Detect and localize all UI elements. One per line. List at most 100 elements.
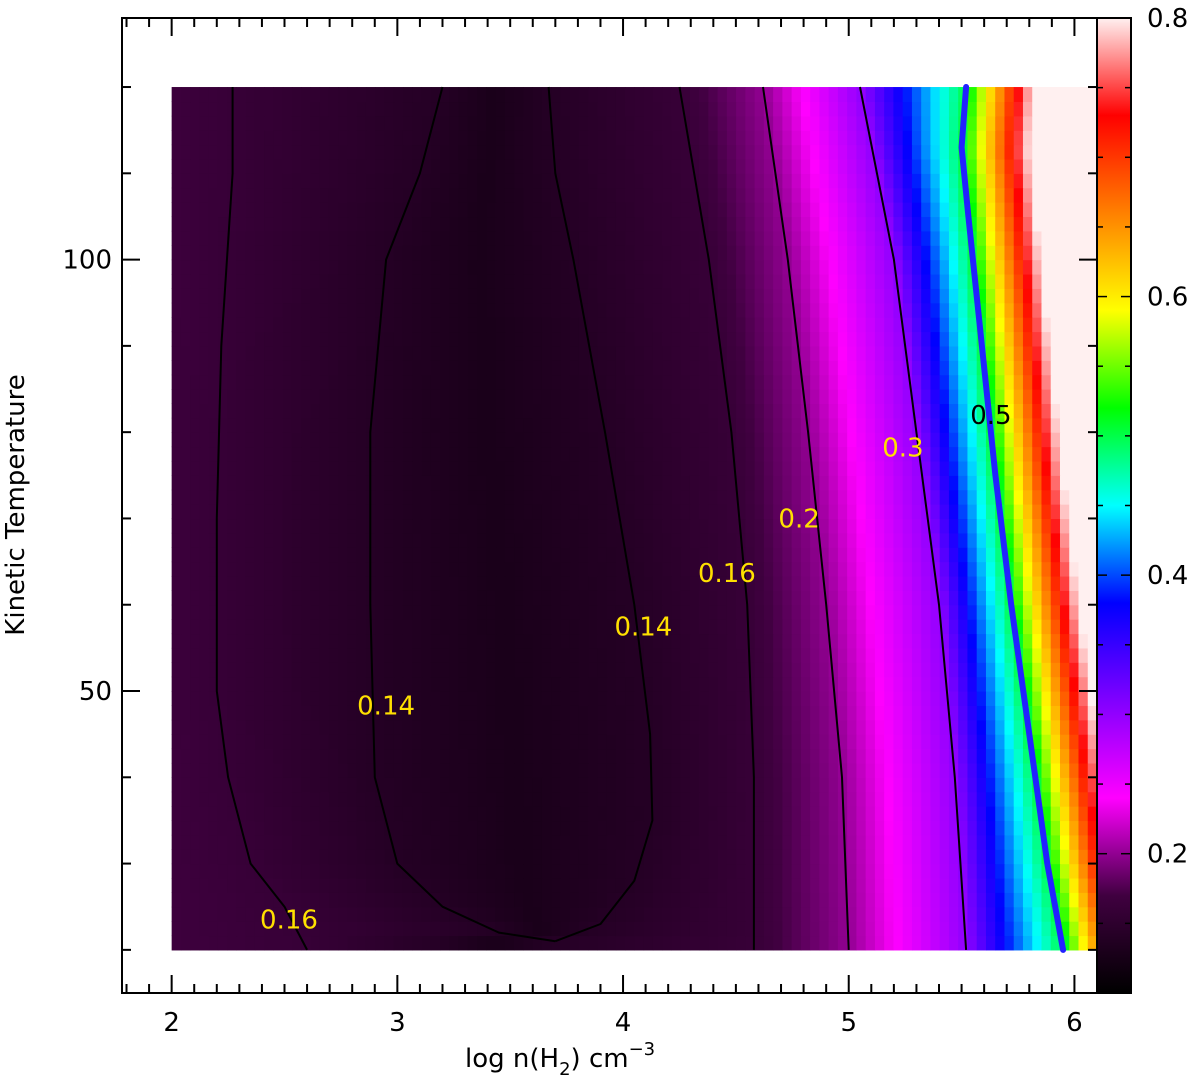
- heatmap-cell: [190, 906, 201, 922]
- heatmap-cell: [597, 619, 608, 635]
- heatmap-cell: [402, 590, 413, 606]
- heatmap-cell: [773, 446, 783, 462]
- heatmap-cell: [976, 619, 987, 635]
- heatmap-cell: [995, 604, 1006, 620]
- heatmap-cell: [662, 245, 672, 261]
- heatmap-cell: [736, 647, 746, 663]
- heatmap-cell: [504, 906, 515, 922]
- heatmap-cell: [782, 762, 793, 778]
- heatmap-cell: [504, 863, 515, 879]
- heatmap-cell: [458, 518, 469, 534]
- heatmap-cell: [328, 662, 339, 678]
- heatmap-cell: [606, 360, 617, 376]
- heatmap-cell: [365, 288, 376, 304]
- heatmap-cell: [569, 806, 580, 822]
- heatmap-cell: [865, 676, 876, 692]
- heatmap-cell: [689, 734, 700, 750]
- heatmap-cell: [708, 791, 719, 807]
- heatmap-cell: [421, 734, 432, 750]
- heatmap-cell: [208, 317, 219, 333]
- heatmap-cell: [911, 762, 922, 778]
- heatmap-cell: [1050, 245, 1061, 261]
- heatmap-cell: [773, 475, 783, 491]
- heatmap-cell: [745, 863, 756, 879]
- heatmap-cell: [291, 877, 302, 893]
- heatmap-cell: [328, 302, 339, 318]
- heatmap-cell: [1069, 604, 1080, 620]
- heatmap-cell: [782, 734, 793, 750]
- heatmap-cell: [726, 820, 737, 836]
- heatmap-cell: [939, 633, 950, 649]
- heatmap-cell: [467, 417, 478, 433]
- heatmap-cell: [467, 389, 478, 404]
- heatmap-cell: [828, 446, 839, 462]
- heatmap-cell: [291, 288, 302, 304]
- heatmap-cell: [504, 791, 515, 807]
- heatmap-cell: [328, 590, 339, 606]
- heatmap-cell: [893, 460, 904, 476]
- heatmap-cell: [588, 863, 598, 879]
- heatmap-cell: [347, 633, 358, 649]
- heatmap-cell: [680, 619, 691, 635]
- heatmap-cell: [551, 777, 561, 793]
- heatmap-cell: [754, 532, 765, 548]
- heatmap-cell: [560, 504, 571, 520]
- heatmap-cell: [440, 432, 450, 448]
- heatmap-cell: [180, 489, 191, 505]
- heatmap-cell: [828, 273, 839, 289]
- heatmap-cell: [236, 504, 247, 520]
- heatmap-cell: [828, 633, 839, 649]
- heatmap-cell: [384, 317, 395, 333]
- heatmap-cell: [782, 633, 793, 649]
- heatmap-cell: [958, 360, 969, 376]
- heatmap-cell: [1059, 777, 1070, 793]
- heatmap-cell: [282, 604, 293, 620]
- heatmap-cell: [486, 906, 497, 922]
- heatmap-cell: [301, 921, 312, 937]
- heatmap-cell: [273, 719, 284, 735]
- heatmap-cell: [791, 288, 802, 304]
- heatmap-cell: [393, 604, 404, 620]
- heatmap-cell: [412, 345, 423, 361]
- heatmap-cell: [652, 892, 663, 908]
- heatmap-cell: [393, 676, 404, 692]
- heatmap-cell: [310, 273, 321, 289]
- heatmap-cell: [532, 389, 543, 404]
- heatmap-cell: [874, 834, 885, 850]
- heatmap-cell: [273, 403, 284, 419]
- heatmap-cell: [856, 633, 867, 649]
- heatmap-cell: [884, 273, 895, 289]
- heatmap-cell: [643, 561, 654, 577]
- heatmap-cell: [495, 691, 506, 706]
- heatmap-cell: [440, 575, 450, 591]
- heatmap-cell: [782, 604, 793, 620]
- heatmap-cell: [606, 705, 617, 721]
- heatmap-cell: [726, 389, 737, 404]
- heatmap-cell: [402, 691, 413, 706]
- heatmap-cell: [477, 374, 487, 390]
- heatmap-cell: [726, 403, 737, 419]
- heatmap-cell: [458, 705, 469, 721]
- heatmap-cell: [319, 532, 330, 548]
- heatmap-cell: [1069, 921, 1080, 937]
- heatmap-cell: [421, 604, 432, 620]
- heatmap-cell: [810, 547, 820, 563]
- heatmap-cell: [763, 273, 774, 289]
- heatmap-cell: [1069, 575, 1080, 591]
- heatmap-cell: [578, 633, 589, 649]
- heatmap-cell: [412, 633, 423, 649]
- heatmap-cell: [1032, 705, 1043, 721]
- heatmap-cell: [402, 604, 413, 620]
- heatmap-cell: [939, 691, 950, 706]
- heatmap-cell: [245, 662, 256, 678]
- heatmap-cell: [754, 777, 765, 793]
- heatmap-cell: [190, 547, 201, 563]
- heatmap-cell: [893, 302, 904, 318]
- heatmap-cell: [217, 547, 228, 563]
- heatmap-cell: [856, 647, 867, 663]
- heatmap-cell: [245, 475, 256, 491]
- heatmap-cell: [291, 820, 302, 836]
- heatmap-cell: [643, 676, 654, 692]
- heatmap-cell: [597, 834, 608, 850]
- heatmap-cell: [560, 345, 571, 361]
